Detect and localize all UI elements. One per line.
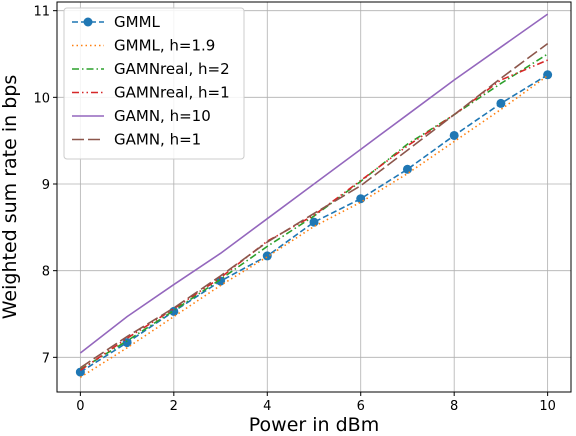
y-tick-label: 11 [33, 5, 50, 20]
data-point [356, 194, 366, 204]
data-point [216, 276, 226, 286]
axes: 0 2 4 6 8 10 7 8 9 10 11 [33, 1, 572, 414]
x-axis-label: Power in dBm [249, 414, 379, 432]
plot-frame [56, 1, 572, 393]
y-tick-label: 7 [42, 351, 50, 366]
data-point [496, 98, 506, 108]
series-line-5 [79, 42, 549, 369]
x-tick-label: 0 [76, 399, 84, 414]
series-line-4 [79, 13, 549, 354]
series-line-0 [79, 74, 549, 373]
legend-box [63, 7, 245, 160]
series-line-2 [79, 53, 549, 371]
legend-label-5: GAMN, h=1 [114, 131, 201, 149]
data-point [449, 130, 459, 140]
data-point [262, 251, 272, 261]
data-point [169, 306, 179, 316]
legend-marker [83, 17, 93, 27]
data-point [402, 164, 412, 174]
x-tick-label: 8 [450, 399, 458, 414]
data-point [309, 217, 319, 227]
series-line-3 [79, 59, 548, 371]
legend-label-0: GMML [114, 13, 161, 31]
x-tick-label: 2 [170, 399, 178, 414]
y-tick-label: 10 [33, 91, 50, 106]
x-tick-label: 4 [263, 399, 271, 414]
legend-label-4: GAMN, h=10 [114, 107, 211, 125]
y-tick-label: 8 [42, 265, 50, 280]
y-axis-label: Weighted sum rate in bps [0, 75, 21, 320]
data-point [543, 70, 553, 80]
legend: GMML GMML, h=1.9 GAMNreal, h=2 GAMNreal, h=… [63, 7, 245, 160]
y-tick-label: 9 [42, 178, 50, 193]
legend-label-1: GMML, h=1.9 [114, 37, 215, 55]
x-tick-label: 10 [539, 399, 556, 414]
series-group [75, 13, 553, 378]
data-point [75, 367, 85, 377]
x-tick-label: 6 [357, 399, 365, 414]
legend-label-2: GAMNreal, h=2 [114, 60, 230, 78]
legend-label-3: GAMNreal, h=1 [114, 84, 230, 102]
